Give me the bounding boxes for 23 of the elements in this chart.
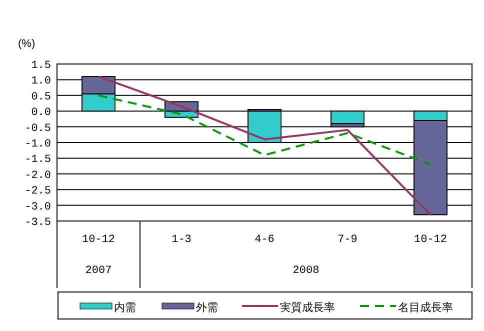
text: 2007 (85, 265, 112, 277)
text: 2008 (292, 265, 320, 277)
y-tick-label: -2.0 (24, 170, 51, 182)
y-tick-label: -3.0 (24, 201, 51, 214)
y-tick-label: -1.0 (24, 138, 51, 150)
x-tick-label: 4-6 (254, 234, 274, 246)
x-tick-label: 1-3 (172, 234, 192, 246)
legend-label: 実質成長率 (280, 301, 335, 314)
y-tick-label: 1.5 (31, 60, 51, 72)
legend-label: 名目成長率 (398, 301, 453, 314)
x-tick-label: 10-12 (82, 234, 116, 246)
y-tick-label: 0.0 (31, 107, 51, 120)
y-tick-label: -1.5 (24, 154, 51, 166)
y-axis-title: (%) (18, 38, 36, 50)
y-tick-label: -0.5 (24, 122, 51, 135)
y-tick-label: -2.5 (24, 186, 51, 198)
x-tick-label: 7-9 (338, 234, 358, 246)
legend-label: 外需 (196, 302, 218, 314)
x-tick-label: 10-12 (414, 234, 448, 246)
y-tick-label: 0.5 (31, 91, 51, 104)
legend-label: 内需 (114, 301, 136, 314)
y-tick-label: -3.5 (24, 217, 51, 229)
y-tick-label: 1.0 (31, 76, 51, 88)
